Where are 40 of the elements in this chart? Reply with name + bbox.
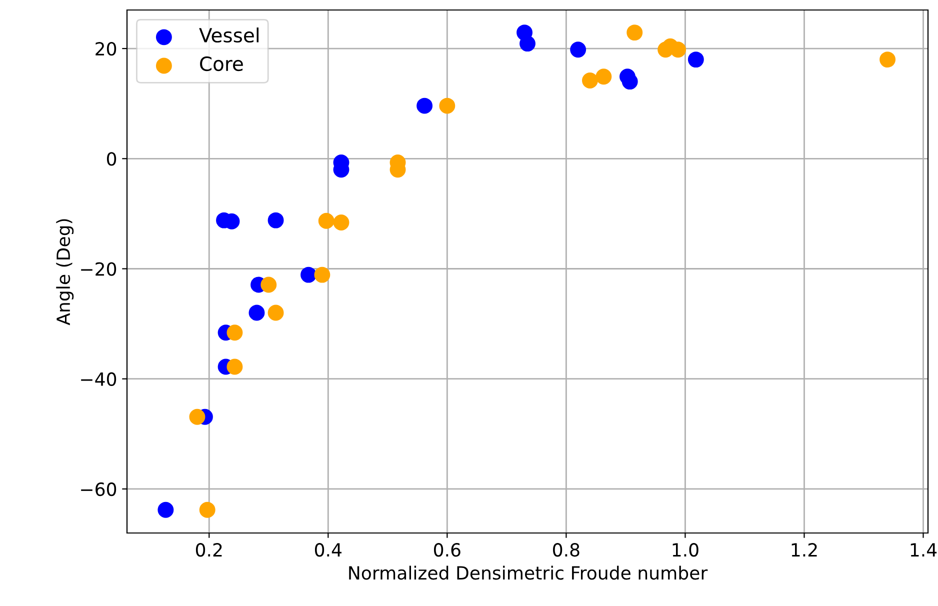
point — [189, 408, 206, 425]
point — [268, 212, 284, 228]
y-axis-title: Angle (Deg) — [56, 219, 74, 326]
point — [880, 52, 896, 68]
point — [333, 214, 350, 230]
y-tick-label: 20 — [96, 42, 116, 56]
point — [199, 502, 216, 518]
legend-label: Core — [200, 56, 243, 72]
x-tick-label: 0.2 — [196, 543, 222, 557]
point — [596, 68, 612, 85]
point — [318, 212, 334, 229]
point — [248, 304, 265, 321]
x-tick-label: 1.0 — [672, 543, 698, 557]
point — [439, 98, 456, 114]
x-tick-label: 0.8 — [553, 543, 580, 557]
point — [260, 276, 277, 293]
point — [226, 324, 243, 341]
point — [688, 52, 704, 68]
point — [670, 42, 686, 58]
point — [416, 98, 433, 114]
legend-label: Vessel — [199, 28, 259, 43]
x-tick-label: 0.4 — [314, 543, 342, 557]
y-tick-label: −60 — [81, 482, 116, 496]
x-tick-label: 0.6 — [434, 543, 460, 557]
x-tick-label: 1.4 — [910, 543, 937, 556]
y-tick-label: −40 — [81, 372, 116, 386]
point — [314, 266, 330, 283]
y-tick-label: −20 — [81, 262, 116, 276]
point — [570, 42, 586, 58]
x-tick-label: 1.2 — [792, 543, 817, 556]
point — [622, 74, 638, 90]
point — [158, 502, 174, 518]
point — [520, 36, 536, 52]
point — [300, 266, 316, 283]
x-axis-title: Normalized Densimetric Froude number — [349, 566, 708, 580]
point — [226, 358, 243, 375]
point — [582, 72, 598, 88]
point — [268, 304, 284, 321]
y-tick-label: 0 — [106, 152, 116, 166]
point — [626, 24, 643, 41]
